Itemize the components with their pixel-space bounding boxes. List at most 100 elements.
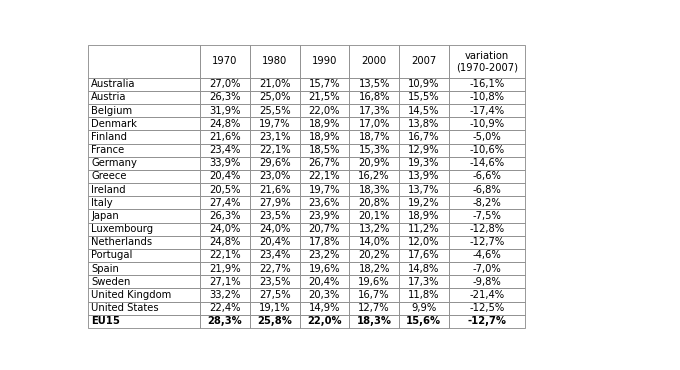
Text: Japan: Japan bbox=[91, 211, 119, 221]
Bar bbox=[88, 130, 200, 144]
Text: 2007: 2007 bbox=[411, 56, 437, 66]
Text: 15,7%: 15,7% bbox=[309, 79, 340, 89]
Bar bbox=[300, 262, 350, 275]
Text: 15,6%: 15,6% bbox=[406, 316, 441, 326]
Text: 23,0%: 23,0% bbox=[259, 171, 290, 181]
Bar bbox=[200, 262, 250, 275]
Bar bbox=[350, 183, 399, 196]
Bar bbox=[449, 117, 524, 130]
Bar bbox=[200, 117, 250, 130]
Text: -12,7%: -12,7% bbox=[469, 237, 505, 247]
Bar bbox=[200, 170, 250, 183]
Bar bbox=[300, 315, 350, 328]
Text: 12,0%: 12,0% bbox=[408, 237, 439, 247]
Text: Italy: Italy bbox=[91, 198, 113, 208]
Bar bbox=[449, 78, 524, 91]
Text: 11,2%: 11,2% bbox=[408, 224, 440, 234]
Text: 19,6%: 19,6% bbox=[309, 264, 340, 274]
Bar bbox=[88, 117, 200, 130]
Text: 19,3%: 19,3% bbox=[408, 158, 439, 168]
Text: 17,3%: 17,3% bbox=[408, 277, 439, 287]
Text: 12,9%: 12,9% bbox=[408, 145, 440, 155]
Bar bbox=[399, 157, 449, 170]
Bar bbox=[300, 130, 350, 144]
Bar bbox=[88, 262, 200, 275]
Bar bbox=[250, 170, 300, 183]
Bar bbox=[350, 144, 399, 157]
Text: 20,2%: 20,2% bbox=[358, 250, 390, 260]
Text: -10,8%: -10,8% bbox=[469, 92, 504, 102]
Text: 18,2%: 18,2% bbox=[358, 264, 390, 274]
Bar bbox=[399, 302, 449, 315]
Bar bbox=[399, 78, 449, 91]
Text: 26,3%: 26,3% bbox=[209, 211, 241, 221]
Text: 27,0%: 27,0% bbox=[209, 79, 241, 89]
Text: 1970: 1970 bbox=[212, 56, 238, 66]
Bar bbox=[88, 45, 200, 78]
Bar bbox=[300, 104, 350, 117]
Bar bbox=[350, 209, 399, 222]
Text: 12,7%: 12,7% bbox=[358, 303, 390, 313]
Text: 13,5%: 13,5% bbox=[358, 79, 390, 89]
Text: 14,8%: 14,8% bbox=[408, 264, 439, 274]
Text: United States: United States bbox=[91, 303, 159, 313]
Bar bbox=[399, 249, 449, 262]
Bar bbox=[449, 236, 524, 249]
Bar bbox=[399, 183, 449, 196]
Bar bbox=[200, 196, 250, 209]
Bar bbox=[200, 222, 250, 236]
Text: -6,8%: -6,8% bbox=[473, 185, 501, 195]
Bar bbox=[200, 249, 250, 262]
Bar bbox=[350, 236, 399, 249]
Bar bbox=[250, 262, 300, 275]
Bar bbox=[250, 315, 300, 328]
Bar bbox=[449, 315, 524, 328]
Bar bbox=[399, 45, 449, 78]
Text: Finland: Finland bbox=[91, 132, 127, 142]
Text: variation
(1970-2007): variation (1970-2007) bbox=[456, 51, 517, 72]
Text: 20,7%: 20,7% bbox=[309, 224, 340, 234]
Text: 33,9%: 33,9% bbox=[209, 158, 241, 168]
Text: 24,8%: 24,8% bbox=[209, 237, 241, 247]
Text: 9,9%: 9,9% bbox=[411, 303, 437, 313]
Text: -21,4%: -21,4% bbox=[469, 290, 505, 300]
Text: -10,6%: -10,6% bbox=[469, 145, 505, 155]
Text: 20,9%: 20,9% bbox=[358, 158, 390, 168]
Bar bbox=[200, 104, 250, 117]
Text: 25,5%: 25,5% bbox=[259, 106, 290, 116]
Bar bbox=[449, 144, 524, 157]
Text: 20,5%: 20,5% bbox=[209, 185, 241, 195]
Text: 18,3%: 18,3% bbox=[356, 316, 392, 326]
Bar bbox=[300, 196, 350, 209]
Bar bbox=[88, 183, 200, 196]
Text: 21,6%: 21,6% bbox=[259, 185, 290, 195]
Text: 27,4%: 27,4% bbox=[209, 198, 241, 208]
Text: 18,9%: 18,9% bbox=[309, 132, 340, 142]
Text: 18,9%: 18,9% bbox=[408, 211, 439, 221]
Bar bbox=[350, 249, 399, 262]
Bar bbox=[250, 183, 300, 196]
Text: 13,2%: 13,2% bbox=[358, 224, 390, 234]
Text: -12,5%: -12,5% bbox=[469, 303, 505, 313]
Text: United Kingdom: United Kingdom bbox=[91, 290, 171, 300]
Bar bbox=[250, 130, 300, 144]
Text: 14,9%: 14,9% bbox=[309, 303, 340, 313]
Text: 22,1%: 22,1% bbox=[309, 171, 340, 181]
Text: 20,4%: 20,4% bbox=[209, 171, 241, 181]
Bar bbox=[399, 104, 449, 117]
Text: 13,7%: 13,7% bbox=[408, 185, 439, 195]
Bar bbox=[88, 275, 200, 288]
Text: Spain: Spain bbox=[91, 264, 119, 274]
Text: 22,1%: 22,1% bbox=[209, 250, 241, 260]
Text: 23,4%: 23,4% bbox=[209, 145, 241, 155]
Text: 1980: 1980 bbox=[262, 56, 288, 66]
Bar bbox=[88, 144, 200, 157]
Text: -16,1%: -16,1% bbox=[469, 79, 505, 89]
Bar bbox=[250, 144, 300, 157]
Text: -6,6%: -6,6% bbox=[472, 171, 501, 181]
Bar bbox=[449, 249, 524, 262]
Text: 13,8%: 13,8% bbox=[408, 119, 439, 129]
Bar bbox=[200, 91, 250, 104]
Text: EU15: EU15 bbox=[91, 316, 120, 326]
Bar bbox=[200, 275, 250, 288]
